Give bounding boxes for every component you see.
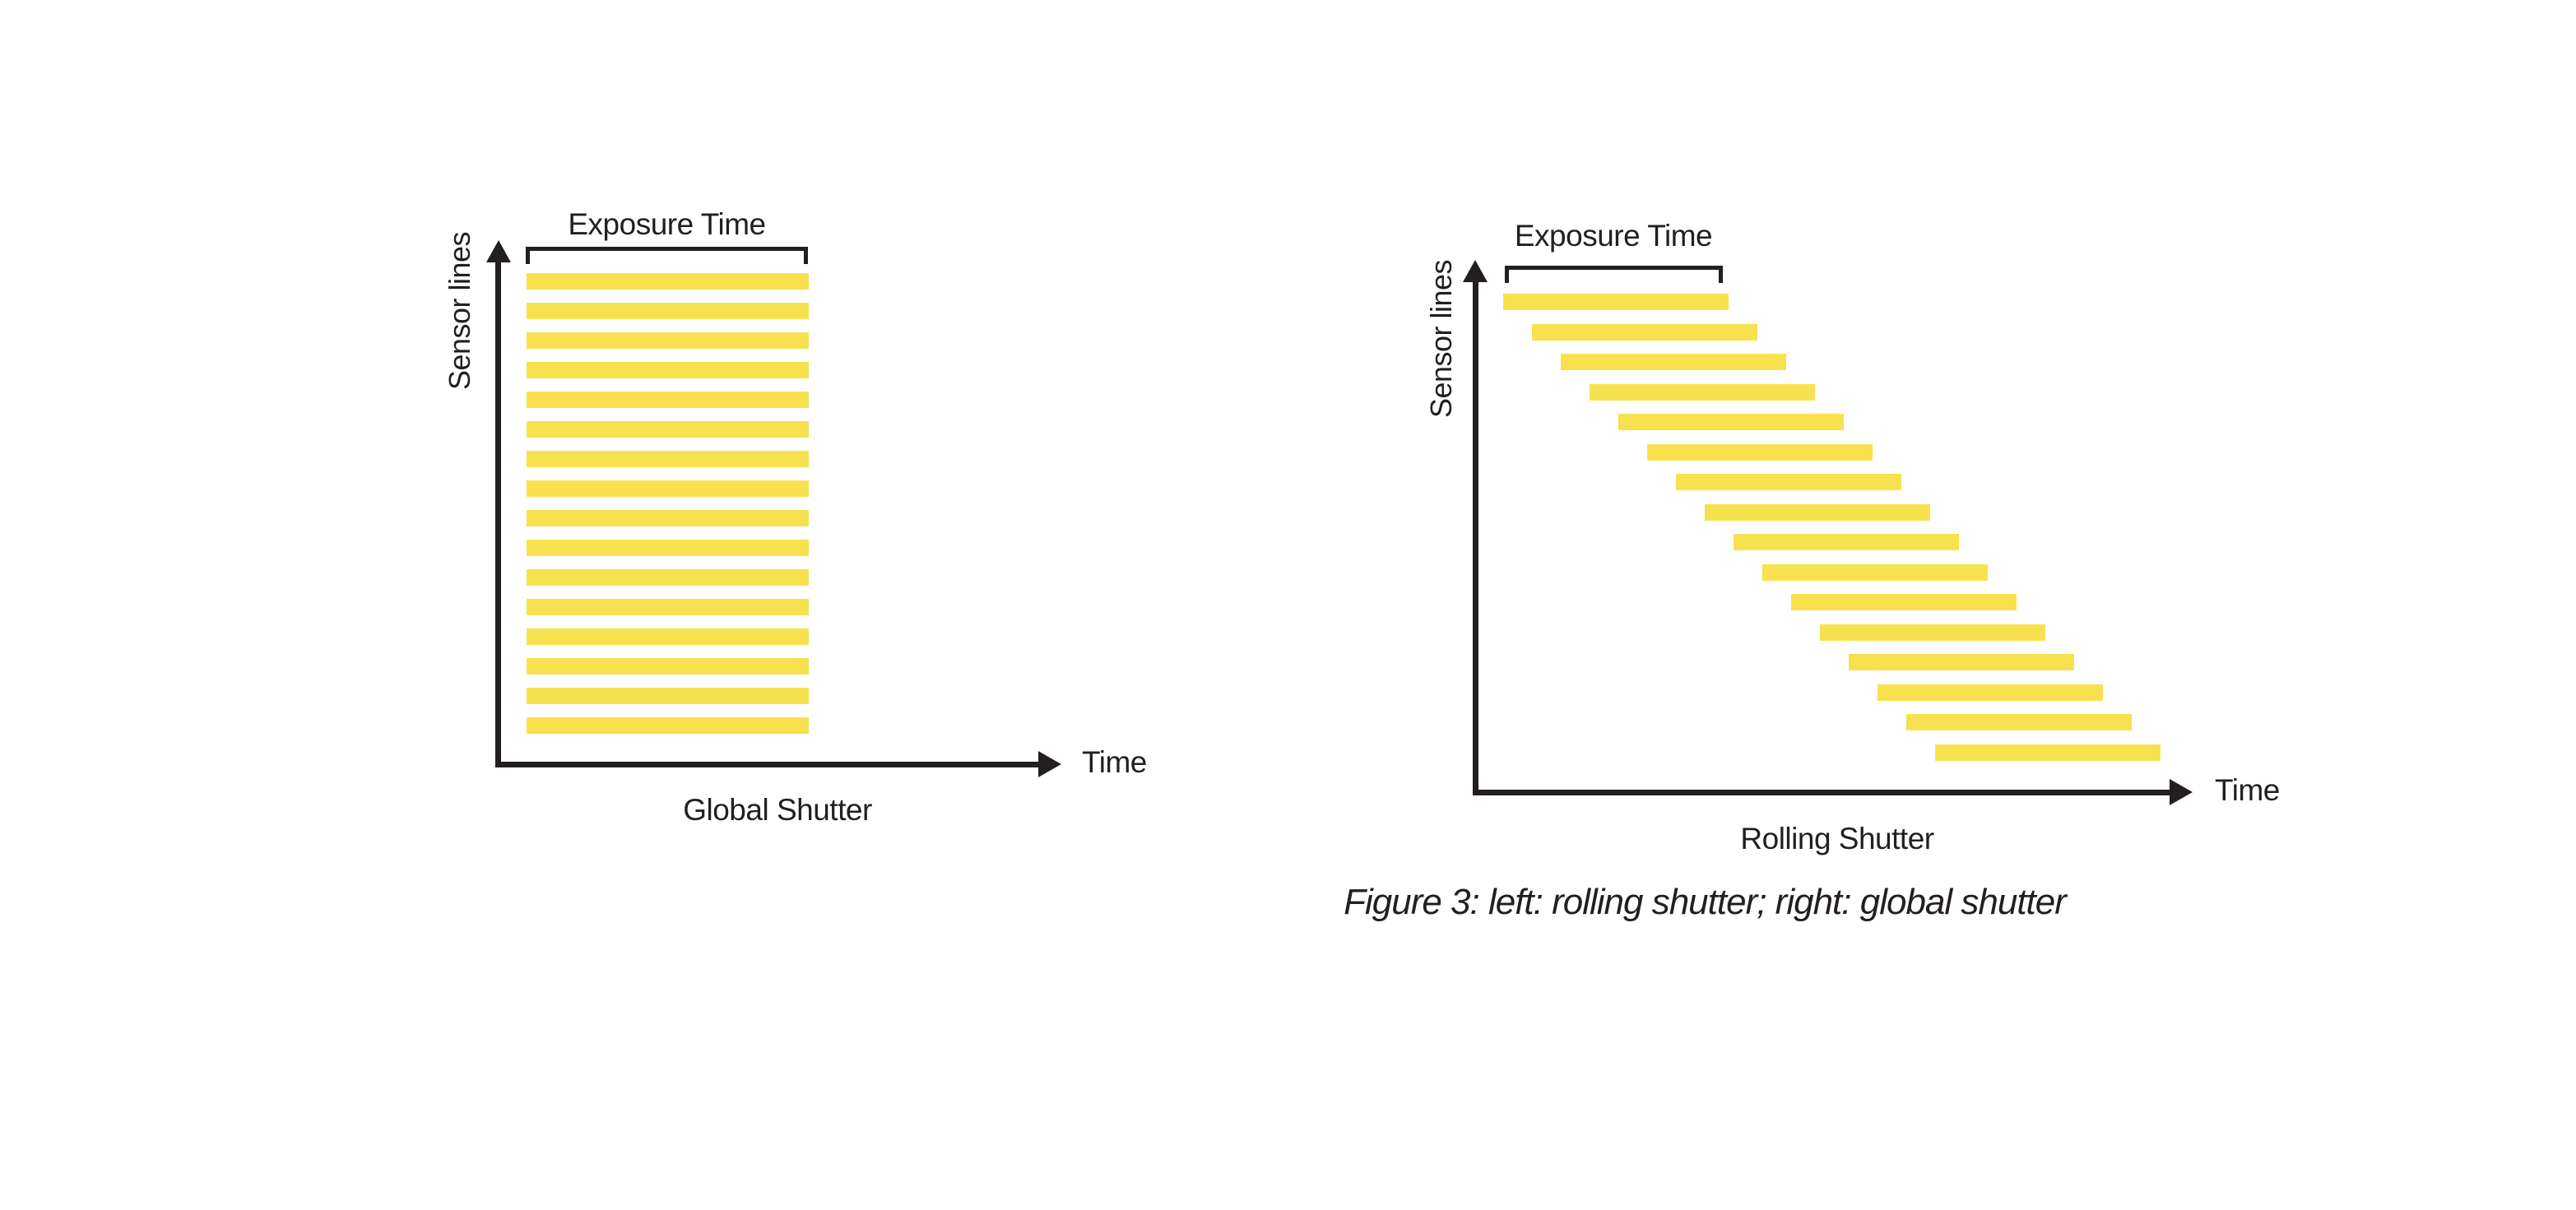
sensor-line-bar <box>527 303 809 319</box>
sensor-line-bar <box>1877 684 2103 701</box>
diagram-title-left: Global Shutter <box>683 793 872 827</box>
exposure-time-annotation-left: Exposure Time <box>568 207 766 241</box>
y-axis-line-left <box>495 257 501 767</box>
sensor-line-bar <box>1791 594 2017 610</box>
sensor-line-bar <box>527 717 809 734</box>
y-axis-label-left: Sensor lines <box>443 231 476 391</box>
sensor-line-bar <box>1676 474 1901 490</box>
x-axis-label-left: Time <box>1082 745 1147 779</box>
x-axis-arrowhead-right <box>2170 779 2193 805</box>
x-axis-line-right <box>1473 790 2170 795</box>
sensor-line-bar <box>527 273 809 290</box>
sensor-line-bar <box>1762 564 1988 581</box>
sensor-line-bar <box>527 510 809 526</box>
sensor-line-bar <box>527 658 809 675</box>
sensor-line-bar <box>1618 414 1844 430</box>
sensor-line-bar <box>527 451 809 467</box>
sensor-line-bar <box>1849 654 2074 670</box>
sensor-line-bar <box>527 392 809 408</box>
sensor-line-bar <box>1705 504 1930 521</box>
sensor-line-bar <box>527 362 809 378</box>
sensor-line-bar <box>1935 744 2161 761</box>
y-axis-arrowhead-left <box>486 240 511 262</box>
exposure-time-bracket-left <box>526 247 808 264</box>
x-axis-arrowhead-left <box>1038 751 1061 777</box>
sensor-line-bar <box>527 688 809 704</box>
sensor-line-bar <box>1590 384 1815 401</box>
sensor-line-bar <box>527 421 809 438</box>
sensor-line-bar <box>1734 534 1959 550</box>
sensor-line-bar <box>1647 444 1873 461</box>
sensor-line-bar <box>1561 354 1786 370</box>
sensor-line-bar <box>1906 714 2132 730</box>
x-axis-line-left <box>495 762 1038 767</box>
sensor-line-bar <box>527 628 809 645</box>
y-axis-arrowhead-right <box>1463 260 1488 282</box>
exposure-time-annotation-right: Exposure Time <box>1514 219 1713 253</box>
sensor-line-bar <box>527 332 809 349</box>
sensor-line-bar <box>1820 624 2045 641</box>
x-axis-label-right: Time <box>2215 773 2280 807</box>
diagram-title-right: Rolling Shutter <box>1740 822 1934 855</box>
y-axis-line-right <box>1473 276 1478 795</box>
sensor-line-bar <box>527 480 809 497</box>
sensor-line-bar <box>527 540 809 556</box>
sensor-line-bar <box>1503 294 1729 310</box>
sensor-line-bar <box>527 569 809 586</box>
y-axis-label-right: Sensor lines <box>1424 259 1458 419</box>
sensor-line-bar <box>1532 324 1757 341</box>
exposure-time-bracket-right <box>1505 266 1723 283</box>
figure-caption: Figure 3: left: rolling shutter; right: … <box>1344 882 2067 922</box>
sensor-line-bar <box>527 599 809 615</box>
